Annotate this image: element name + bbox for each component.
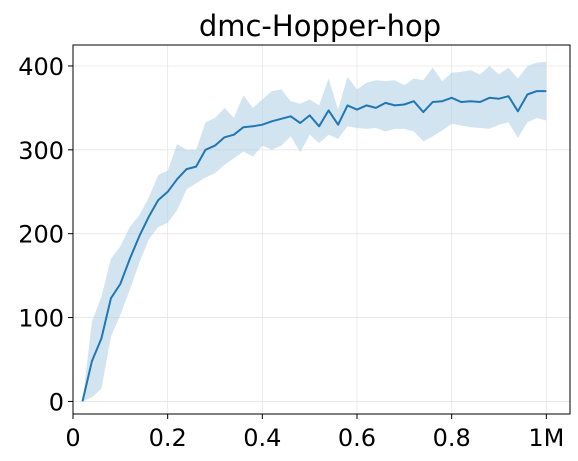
y-axis-ticks: 0 100 200 300 400 (18, 53, 73, 416)
y-tick-label: 100 (18, 305, 64, 333)
x-tick-label: 0.6 (338, 424, 376, 452)
series-line-layer (81, 90, 547, 402)
x-tick-label: 0.4 (243, 424, 281, 452)
confidence-band-layer (82, 61, 547, 402)
chart-title: dmc-Hopper-hop (199, 9, 441, 43)
y-tick-label: 400 (18, 53, 64, 81)
x-axis-ticks: 0 0.2 0.4 0.6 0.8 1M (65, 414, 564, 452)
x-tick-label: 0 (65, 424, 80, 452)
confidence-band (82, 61, 547, 402)
x-tick-label: 0.2 (149, 424, 187, 452)
y-tick-label: 0 (49, 388, 64, 416)
y-tick-label: 200 (18, 221, 64, 249)
y-tick-label: 300 (18, 137, 64, 165)
series-line (81, 90, 547, 402)
x-tick-label: 1M (528, 424, 564, 452)
plot-frame (72, 44, 571, 415)
x-tick-label: 0.8 (433, 424, 471, 452)
